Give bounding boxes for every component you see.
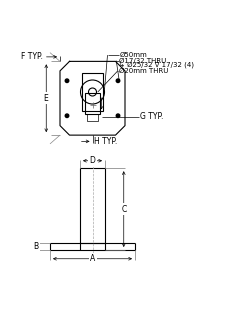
Bar <box>87 114 98 121</box>
Text: F TYP.: F TYP. <box>21 52 43 61</box>
Bar <box>85 93 100 114</box>
Text: Ø50mm: Ø50mm <box>119 52 147 58</box>
Bar <box>82 73 103 111</box>
Text: D: D <box>90 156 96 165</box>
Text: Ø17/32 THRU: Ø17/32 THRU <box>119 58 166 64</box>
Circle shape <box>65 114 69 118</box>
Circle shape <box>65 79 69 83</box>
Text: H TYP.: H TYP. <box>94 137 117 146</box>
Text: Ø20mm THRU: Ø20mm THRU <box>119 68 168 74</box>
Circle shape <box>116 114 120 118</box>
Text: C: C <box>121 205 126 214</box>
Text: ↳ Ø25/32 ∇ 17/32 (4): ↳ Ø25/32 ∇ 17/32 (4) <box>119 62 194 68</box>
Text: B: B <box>34 242 39 251</box>
Text: E: E <box>44 94 49 103</box>
Circle shape <box>116 79 120 83</box>
Text: A: A <box>90 254 95 263</box>
Text: G TYP.: G TYP. <box>140 112 163 122</box>
